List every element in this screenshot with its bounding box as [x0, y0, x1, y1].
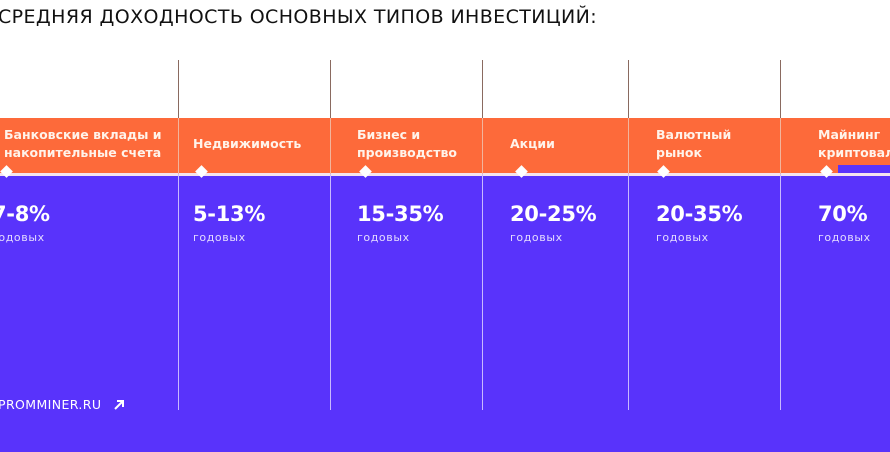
yield-unit: годовых	[193, 231, 246, 244]
category-label: Недвижимость	[193, 135, 301, 153]
yield-value: 20-25%	[510, 202, 597, 226]
yield-unit: годовых	[357, 231, 410, 244]
yield-unit: годовых	[510, 231, 563, 244]
category-band	[0, 118, 890, 173]
yield-value: 7-8%	[0, 202, 50, 226]
category-label-line1: Бизнес и	[357, 127, 421, 142]
category-label: Майнинг криптовал	[818, 126, 890, 162]
category-label: Банковские вклады и накопительные счета	[4, 126, 162, 162]
category-label-line2: накопительные счета	[4, 145, 162, 160]
yield-unit: годовых	[818, 231, 871, 244]
yield-value: 15-35%	[357, 202, 444, 226]
column-divider	[330, 60, 331, 410]
yield-value: 20-35%	[656, 202, 743, 226]
category-label-line2: рынок	[656, 145, 702, 160]
category-label-line1: Недвижимость	[193, 136, 302, 151]
page-title: СРЕДНЯЯ ДОХОДНОСТЬ ОСНОВНЫХ ТИПОВ ИНВЕСТ…	[0, 6, 598, 28]
category-label: Акции	[510, 135, 555, 153]
category-label: Бизнес и производство	[357, 126, 457, 162]
category-label-line2: производство	[357, 145, 457, 160]
category-label: Валютный рынок	[656, 126, 731, 162]
column-divider	[178, 60, 179, 410]
values-band-overlap	[838, 165, 890, 173]
column-divider	[628, 60, 629, 410]
site-name: PROMMINER.RU	[0, 397, 102, 412]
column-divider	[780, 60, 781, 410]
yield-value: 70%	[818, 202, 868, 226]
site-link[interactable]: PROMMINER.RU	[0, 397, 125, 412]
yield-value: 5-13%	[193, 202, 266, 226]
category-label-line1: Акции	[510, 136, 555, 151]
yield-unit: годовых	[0, 231, 45, 244]
category-label-line1: Майнинг	[818, 127, 881, 142]
category-label-line2: криптовал	[818, 145, 890, 160]
timeline-line	[0, 173, 890, 176]
category-label-line1: Банковские вклады и	[4, 127, 162, 142]
column-divider	[482, 60, 483, 410]
values-band	[0, 176, 890, 452]
yield-unit: годовых	[656, 231, 709, 244]
arrow-up-right-icon	[113, 399, 125, 411]
category-label-line1: Валютный	[656, 127, 732, 142]
